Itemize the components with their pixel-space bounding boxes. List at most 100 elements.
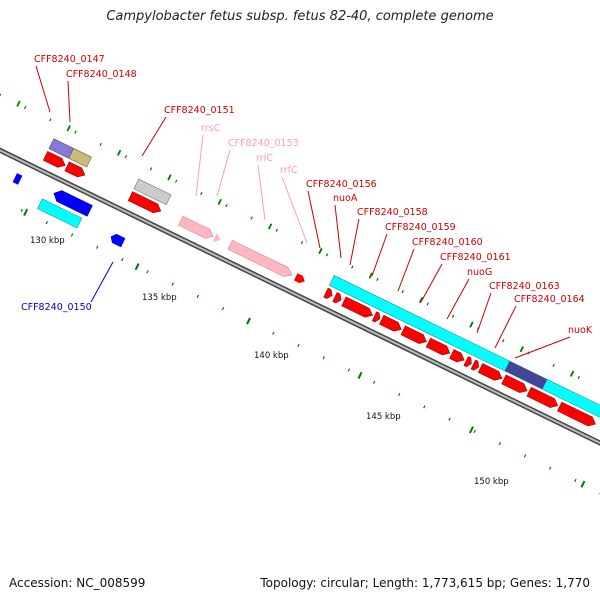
tick-dash <box>275 228 279 232</box>
label-leader-line <box>334 204 342 259</box>
tick-dash <box>225 204 228 208</box>
label-leader-line <box>476 292 492 334</box>
gene-reverse-2[interactable] <box>51 188 93 217</box>
nuo-cds-gene[interactable] <box>501 374 530 395</box>
tick-dash <box>322 356 325 360</box>
tick-dash <box>351 265 354 269</box>
tick-dash <box>0 93 2 97</box>
tick-dash <box>174 179 178 183</box>
label-leader-line <box>349 218 360 266</box>
nuo-cds-gene[interactable] <box>463 356 474 368</box>
tick-dash <box>196 294 200 298</box>
tick-mark <box>116 149 122 156</box>
gene-label-cff8240-0160[interactable]: CFF8240_0160 <box>412 237 483 248</box>
gene-label-rrlc[interactable]: rrlC <box>256 153 273 164</box>
tick-dash <box>397 392 401 397</box>
gene-cff8240-0148-cds[interactable] <box>64 161 87 180</box>
gene-label-nuoa[interactable]: nuoA <box>333 193 358 204</box>
label-leader-line <box>514 336 571 359</box>
tick-mark <box>167 174 172 181</box>
gene-label-cff8240-0163[interactable]: CFF8240_0163 <box>489 281 560 292</box>
tick-dash <box>124 155 128 159</box>
tick-dash <box>70 233 74 237</box>
gene-label-cff8240-0159[interactable]: CFF8240_0159 <box>385 222 456 233</box>
label-leader-line <box>446 278 470 320</box>
tick-mark <box>418 297 424 304</box>
tick-mark <box>519 346 524 353</box>
nuo-cds-gene[interactable] <box>557 401 597 429</box>
gene-label-nuog[interactable]: nuoG <box>467 267 492 278</box>
gene-label-nuok[interactable]: nuoK <box>568 325 593 336</box>
tick-dash <box>149 167 153 171</box>
nuo-cds-gene[interactable] <box>323 287 335 300</box>
nuo-cds-gene[interactable] <box>425 337 452 358</box>
forward-features <box>42 138 600 420</box>
label-leader-line <box>307 190 321 249</box>
label-leader-line <box>420 263 443 303</box>
scale-label: 150 kbp <box>474 477 509 487</box>
gene-cds-small[interactable] <box>293 273 306 285</box>
label-leader-line <box>397 248 415 292</box>
gene-cff8240-0148[interactable] <box>68 148 92 168</box>
gene-label-rrfc[interactable]: rrfC <box>280 165 298 176</box>
rna-rrlC[interactable] <box>227 239 294 279</box>
tick-dash <box>577 375 581 380</box>
tick-dash <box>45 221 49 225</box>
tick-dash <box>451 314 455 318</box>
nuo-cds-gene[interactable] <box>379 314 403 334</box>
tick-dash <box>376 277 379 281</box>
gene-cff8240-0151[interactable] <box>133 178 172 206</box>
gene-label-cff8240-0164[interactable]: CFF8240_0164 <box>514 294 585 305</box>
tick-dash <box>325 253 329 257</box>
tick-dash <box>401 290 404 294</box>
scale-label: 145 kbp <box>366 412 401 422</box>
gene-label-rrsc[interactable]: rrsC <box>201 123 221 134</box>
nuo-cds-gene[interactable] <box>400 325 429 346</box>
tick-dash <box>574 478 577 483</box>
gene-cff8240-0150[interactable] <box>108 232 126 248</box>
gene-label-cff8240-0161[interactable]: CFF8240_0161 <box>440 252 511 263</box>
gene-label-cff8240-0147[interactable]: CFF8240_0147 <box>34 54 105 65</box>
tick-mark <box>66 125 71 132</box>
tick-dash <box>146 270 149 274</box>
nuo-cds-gene[interactable] <box>332 292 344 304</box>
gene-labels: CFF8240_0147 CFF8240_0148 CFF8240_0151 rrsC… <box>21 54 593 336</box>
rna-rrsC[interactable] <box>178 215 216 241</box>
gene-reverse-1[interactable] <box>12 173 23 185</box>
tick-dash <box>502 339 505 343</box>
gene-label-cff8240-0148[interactable]: CFF8240_0148 <box>66 69 137 80</box>
tick-dash <box>171 282 174 286</box>
tick-dash <box>552 363 555 367</box>
tick-dash <box>221 307 225 311</box>
tick-mark <box>267 223 273 230</box>
tick-mark <box>318 247 323 255</box>
gene-reverse-3[interactable] <box>37 198 83 229</box>
gene-label-cff8240-0150[interactable]: CFF8240_0150 <box>21 302 92 313</box>
tick-mark <box>16 100 21 107</box>
gene-cff8240-0151-cds[interactable] <box>127 191 163 216</box>
nuo-cds-gene[interactable] <box>526 386 560 410</box>
tick-mark <box>217 198 222 205</box>
tick-dash <box>200 191 203 196</box>
label-leader-line <box>67 80 71 123</box>
rna-small-1[interactable] <box>212 232 223 245</box>
accession-text: Accession: NC_008599 <box>9 576 146 590</box>
label-leader-line <box>494 305 517 349</box>
nuo-cds-gene[interactable] <box>477 363 504 383</box>
scale-labels: 130 kbp 135 kbp 140 kbp 145 kbp 150 kbp <box>30 236 509 487</box>
gene-label-cff8240-0153[interactable]: CFF8240_0153 <box>228 138 299 149</box>
gene-label-cff8240-0151[interactable]: CFF8240_0151 <box>164 105 235 116</box>
gene-label-cff8240-0158[interactable]: CFF8240_0158 <box>357 207 428 218</box>
tick-dash <box>372 380 376 384</box>
gene-nuoK-region[interactable] <box>504 360 548 390</box>
tick-mark <box>569 370 575 377</box>
tick-mark <box>357 371 363 380</box>
nuo-cds-gene[interactable] <box>371 311 382 324</box>
gene-label-cff8240-0156[interactable]: CFF8240_0156 <box>306 179 377 190</box>
nuo-cds-gene[interactable] <box>341 296 375 320</box>
gene-cff8240-0147-cds[interactable] <box>42 150 67 170</box>
nuo-cds-gene[interactable] <box>449 349 467 364</box>
tick-marks <box>0 93 600 495</box>
nuo-cds-gene[interactable] <box>470 359 481 372</box>
label-leader-line <box>257 164 266 221</box>
